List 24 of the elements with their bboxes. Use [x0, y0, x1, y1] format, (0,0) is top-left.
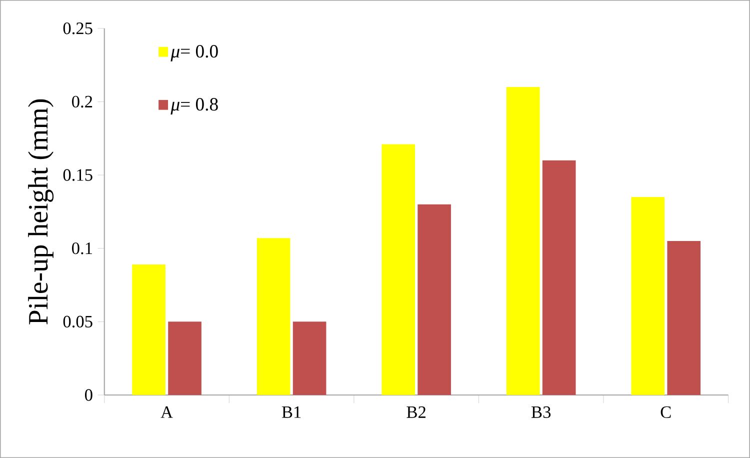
x-tick-label: B2 — [406, 406, 426, 418]
x-tick-label: B1 — [282, 406, 301, 418]
bar — [506, 87, 540, 395]
bar — [542, 160, 576, 395]
y-axis-title: Pile-up height (mm) — [28, 99, 54, 324]
bar — [256, 238, 290, 395]
y-tick-label: 0.2 — [72, 96, 92, 108]
x-tick-label: A — [160, 406, 173, 418]
y-tick-label: 0.05 — [63, 316, 92, 328]
bar — [382, 144, 415, 395]
legend-label: μ= 0.0 — [170, 44, 218, 62]
y-tick-label: 0.15 — [63, 169, 92, 181]
bar — [667, 241, 701, 395]
bar — [168, 322, 202, 395]
bar — [132, 264, 166, 395]
bar — [292, 322, 326, 395]
bar — [631, 197, 665, 395]
bar — [418, 204, 451, 395]
y-tick-label: 0 — [85, 389, 92, 401]
y-tick-label: 0.1 — [72, 242, 92, 254]
legend-label: μ= 0.8 — [170, 98, 218, 114]
x-tick-label: C — [660, 406, 671, 418]
y-tick-label: 0.25 — [63, 22, 92, 34]
x-tick-label: B3 — [531, 406, 551, 418]
